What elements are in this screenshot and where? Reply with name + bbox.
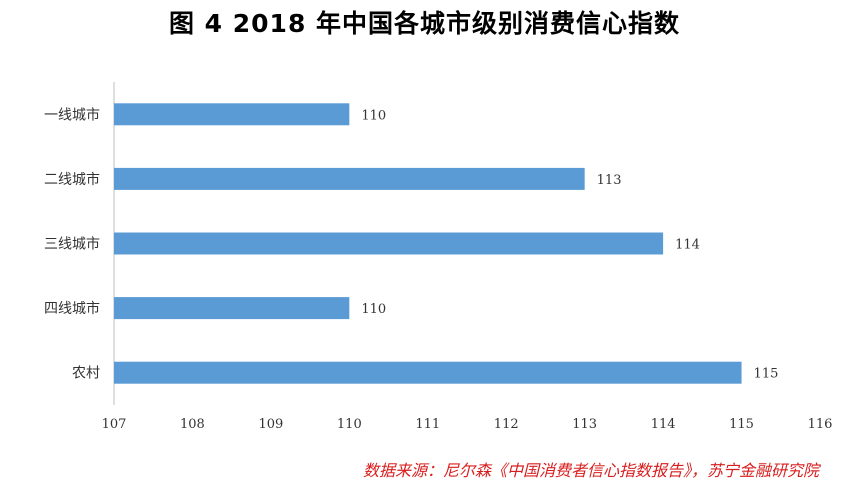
x-tick-label: 110 xyxy=(337,417,362,432)
x-tick-label: 107 xyxy=(102,417,127,432)
chart-title: 图 4 2018 年中国各城市级别消费信心指数 xyxy=(168,9,681,38)
category-label: 一线城市 xyxy=(44,106,100,123)
bar xyxy=(114,167,585,190)
data-label: 115 xyxy=(754,367,779,382)
x-tick-label: 112 xyxy=(494,417,519,432)
bar xyxy=(114,297,350,320)
category-label: 三线城市 xyxy=(44,236,100,253)
x-tick-label: 116 xyxy=(808,417,833,432)
x-tick-label: 108 xyxy=(180,417,205,432)
bar xyxy=(114,103,350,126)
x-tick-label: 115 xyxy=(729,417,754,432)
bar xyxy=(114,361,742,384)
data-label: 114 xyxy=(675,238,700,253)
data-label: 113 xyxy=(597,173,622,188)
x-tick-label: 111 xyxy=(415,417,440,432)
x-tick-label: 109 xyxy=(258,417,283,432)
category-label: 二线城市 xyxy=(44,171,100,188)
x-tick-label: 114 xyxy=(651,417,676,432)
category-label: 四线城市 xyxy=(44,300,100,317)
source-note: 数据来源：尼尔森《中国消费者信心指数报告》，苏宁金融研究院 xyxy=(362,461,819,480)
category-label: 农村 xyxy=(72,366,100,382)
bar xyxy=(114,232,664,255)
data-label: 110 xyxy=(361,302,386,317)
data-label: 110 xyxy=(361,108,386,123)
x-tick-label: 113 xyxy=(572,417,597,432)
